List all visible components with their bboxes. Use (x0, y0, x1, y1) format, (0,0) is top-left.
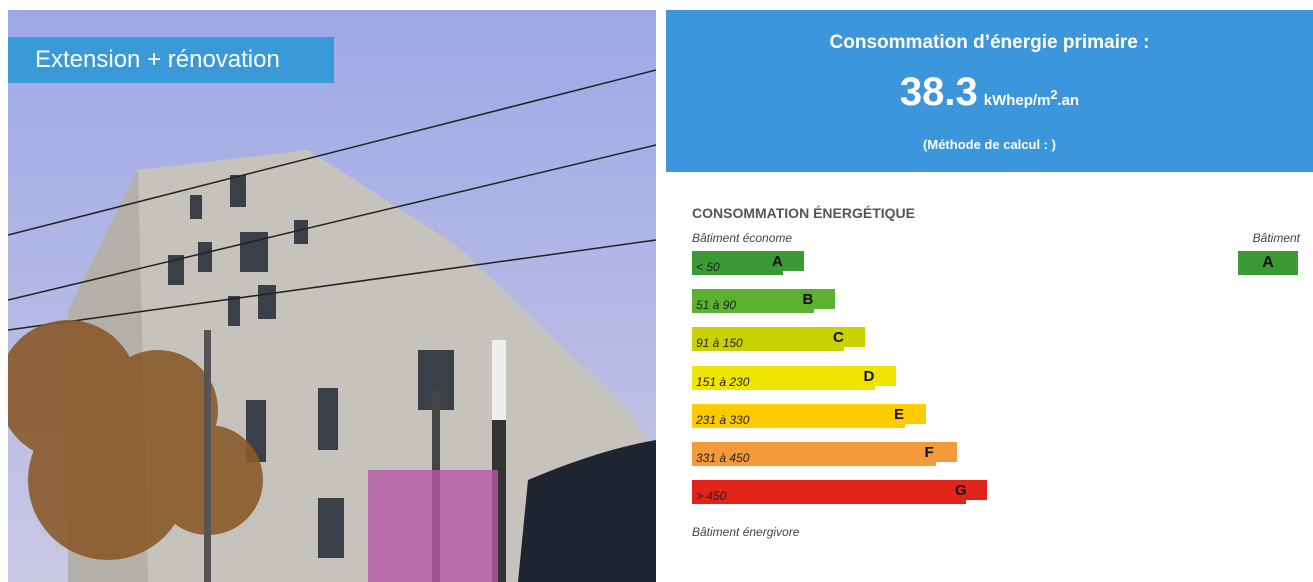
primary-energy-panel: Consommation d’énergie primaire : 38.3 kW… (666, 10, 1313, 172)
class-row: 51 à 90 B (692, 289, 835, 313)
class-range: > 450 (696, 489, 726, 503)
class-letter: G (955, 482, 967, 499)
class-letter: A (772, 253, 783, 270)
class-range: 151 à 230 (696, 375, 749, 389)
top-note: Bâtiment économe (692, 231, 792, 245)
class-letter: D (864, 368, 875, 385)
bar-notch (905, 424, 926, 428)
calc-method: (Méthode de calcul : ) (666, 137, 1313, 152)
class-row: 231 à 330 E (692, 404, 926, 428)
bar-notch (875, 386, 896, 390)
bar-notch (966, 500, 987, 504)
bar-notch (814, 309, 835, 313)
unit-base: kWhep/m (984, 92, 1051, 109)
class-row: 331 à 450 F (692, 442, 957, 466)
class-letter: B (803, 291, 814, 308)
bar-notch (844, 347, 865, 351)
building-heading: Bâtiment (1253, 231, 1300, 245)
panel-title: Consommation d’énergie primaire : (666, 32, 1313, 54)
building-photo (8, 10, 656, 582)
class-letter: C (833, 329, 844, 346)
consumption-value: 38.3 kWhep/m2.an (666, 70, 1313, 115)
class-range: 231 à 330 (696, 413, 749, 427)
class-row: 151 à 230 D (692, 366, 896, 390)
class-range: 51 à 90 (696, 298, 736, 312)
bar-notch (936, 462, 957, 466)
photo-caption: Extension + rénovation (8, 37, 334, 83)
class-row: < 50 A (692, 251, 804, 275)
class-row: > 450 G (692, 480, 987, 504)
class-range: 91 à 150 (696, 336, 743, 350)
class-range: 331 à 450 (696, 451, 749, 465)
class-bar (692, 480, 987, 504)
value-unit: kWhep/m2.an (984, 92, 1079, 109)
class-letter: E (894, 406, 904, 423)
class-row: 91 à 150 C (692, 327, 865, 351)
bottom-note: Bâtiment énergivore (692, 525, 799, 539)
class-range: < 50 (696, 260, 720, 274)
class-letter: F (925, 444, 934, 461)
label-title: CONSOMMATION ÉNERGÉTIQUE (692, 205, 915, 221)
bar-notch (783, 271, 804, 275)
value-number: 38.3 (900, 70, 978, 114)
unit-suffix: .an (1057, 92, 1079, 109)
building-class: A (1238, 251, 1298, 275)
page: Extension + rénovation Consommation d’én… (0, 0, 1313, 582)
